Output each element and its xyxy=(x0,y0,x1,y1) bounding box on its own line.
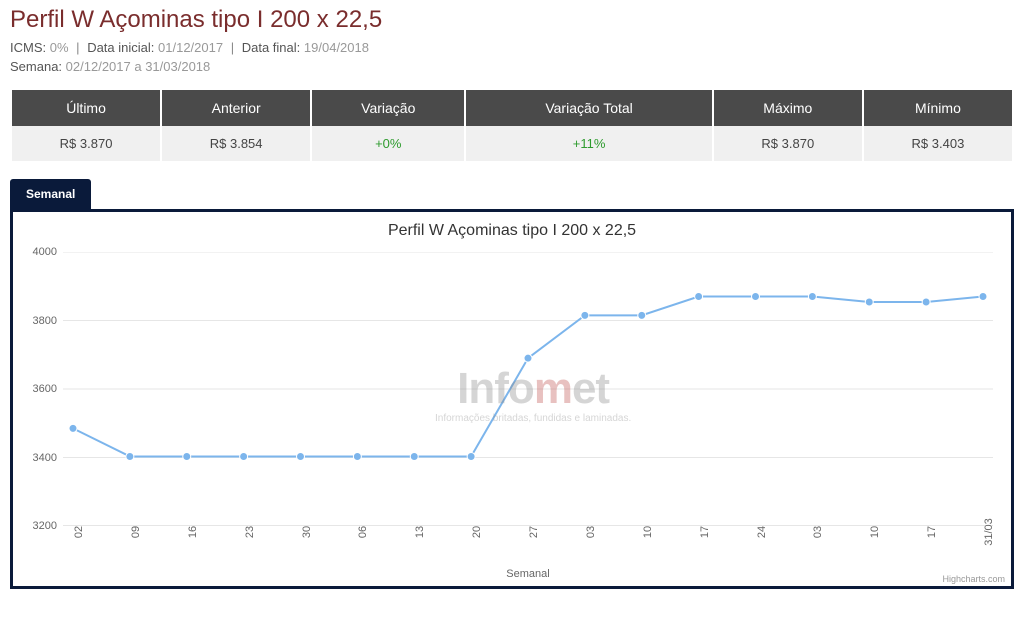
chart-x-tick: 03 xyxy=(812,526,824,538)
stats-cell-variacao: +0% xyxy=(312,126,464,161)
stats-cell-variacao-total: +11% xyxy=(466,126,711,161)
chart-x-tick: 10 xyxy=(869,526,881,538)
stats-header: Máximo xyxy=(714,90,862,126)
stats-cell-maximo: R$ 3.870 xyxy=(714,126,862,161)
chart-x-tick: 17 xyxy=(926,526,938,538)
chart-title: Perfil W Açominas tipo I 200 x 22,5 xyxy=(13,212,1011,244)
chart-x-tick: 10 xyxy=(642,526,654,538)
chart-x-axis-label: Semanal xyxy=(63,568,993,580)
chart-x-tick: 09 xyxy=(130,526,142,538)
tab-semanal[interactable]: Semanal xyxy=(10,179,91,209)
icms-label: ICMS: xyxy=(10,40,46,55)
semana-value: 02/12/2017 a 31/03/2018 xyxy=(66,59,211,74)
chart-container: Semanal Perfil W Açominas tipo I 200 x 2… xyxy=(10,179,1014,589)
stats-header: Variação Total xyxy=(466,90,711,126)
data-final-value: 19/04/2018 xyxy=(304,40,369,55)
stats-header-row: Último Anterior Variação Variação Total … xyxy=(12,90,1012,126)
chart-x-tick: 20 xyxy=(471,526,483,538)
meta-line-1: ICMS: 0% | Data inicial: 01/12/2017 | Da… xyxy=(0,38,1024,57)
chart-y-tick: 3200 xyxy=(33,520,57,532)
tab-row: Semanal xyxy=(10,179,1014,209)
stats-cell-minimo: R$ 3.403 xyxy=(864,126,1012,161)
stats-value-row: R$ 3.870 R$ 3.854 +0% +11% R$ 3.870 R$ 3… xyxy=(12,126,1012,161)
meta-line-2: Semana: 02/12/2017 a 31/03/2018 xyxy=(0,57,1024,76)
chart-x-tick: 24 xyxy=(756,526,768,538)
chart-x-tick: 30 xyxy=(301,526,313,538)
chart-y-tick: 3800 xyxy=(33,315,57,327)
stats-header: Variação xyxy=(312,90,464,126)
chart-y-tick: 3600 xyxy=(33,383,57,395)
chart-x-tick: 02 xyxy=(73,526,85,538)
data-inicial-value: 01/12/2017 xyxy=(158,40,223,55)
chart-y-tick: 3400 xyxy=(33,452,57,464)
semana-label: Semana: xyxy=(10,59,62,74)
chart-x-tick: 03 xyxy=(585,526,597,538)
chart-x-tick: 27 xyxy=(528,526,540,538)
chart-x-tick: 13 xyxy=(414,526,426,538)
chart-frame: Perfil W Açominas tipo I 200 x 22,5 3200… xyxy=(10,209,1014,589)
chart-y-axis: 32003400360038004000 xyxy=(13,252,63,526)
chart-x-tick: 23 xyxy=(244,526,256,538)
page-title: Perfil W Açominas tipo I 200 x 22,5 xyxy=(0,0,1024,38)
stats-table: Último Anterior Variação Variação Total … xyxy=(10,90,1014,161)
data-final-label: Data final: xyxy=(242,40,301,55)
chart-x-tick: 31/03 xyxy=(983,518,995,546)
separator: | xyxy=(76,40,79,55)
stats-header: Último xyxy=(12,90,160,126)
chart-x-tick: 16 xyxy=(187,526,199,538)
icms-value: 0% xyxy=(50,40,69,55)
stats-header: Anterior xyxy=(162,90,310,126)
data-inicial-label: Data inicial: xyxy=(87,40,154,55)
chart-credit[interactable]: Highcharts.com xyxy=(942,574,1005,584)
chart-x-axis: Semanal 02 09 16 23 30 06 13 20 27 03 10 17 24 03 10 17… xyxy=(63,526,993,586)
stats-header: Mínimo xyxy=(864,90,1012,126)
chart-x-tick: 17 xyxy=(699,526,711,538)
chart-plot-area[interactable]: Infomet Informações britadas, fundidas e… xyxy=(63,252,993,526)
chart-y-tick: 4000 xyxy=(33,246,57,258)
stats-cell-anterior: R$ 3.854 xyxy=(162,126,310,161)
stats-cell-ultimo: R$ 3.870 xyxy=(12,126,160,161)
chart-x-tick: 06 xyxy=(357,526,369,538)
separator: | xyxy=(231,40,234,55)
